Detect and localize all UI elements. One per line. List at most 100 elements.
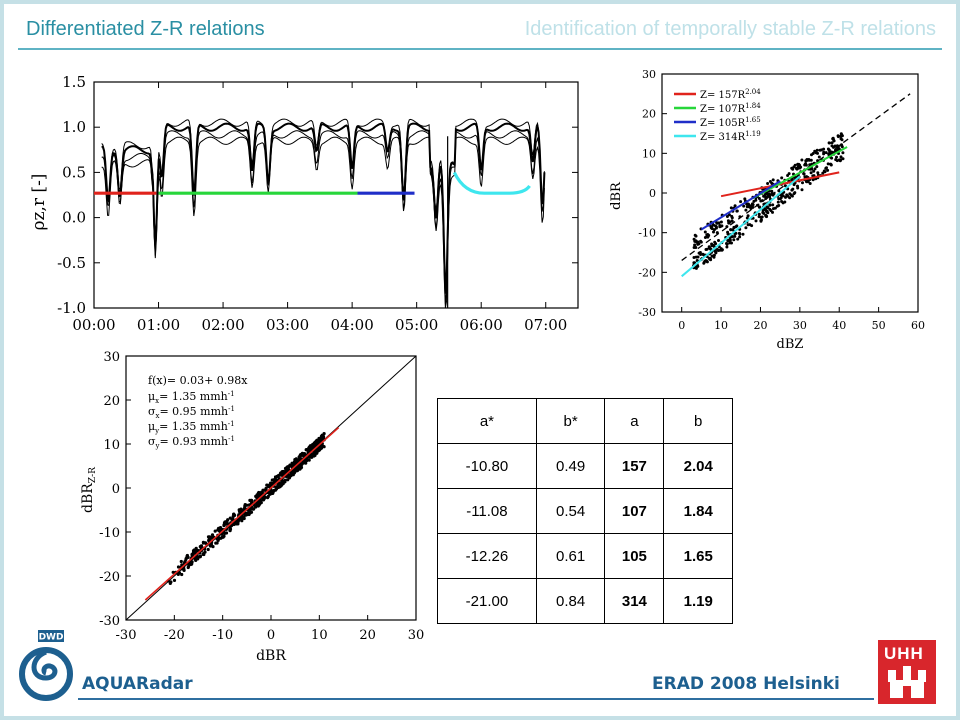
fit-scatter-point (263, 495, 267, 499)
zr-scatter-point (694, 234, 698, 238)
fit-xtick-label: 10 (311, 628, 328, 643)
zr-scatter-point (733, 204, 737, 208)
table-cell: 0.49 (535, 443, 606, 489)
fit-scatter-point (254, 505, 258, 509)
zr-scatter-point (725, 245, 729, 249)
zr-scatter-point (738, 235, 742, 239)
frame-top (0, 0, 960, 4)
zr-scatter-point (788, 196, 792, 200)
fit-annotation: μy= 1.35 mmh-1 (148, 420, 235, 435)
ts-ytick-label: -0.5 (57, 254, 86, 272)
fit-scatter-point (275, 474, 279, 478)
fit-scatter-point (244, 511, 248, 515)
zr-scatter-point (838, 159, 842, 163)
header-title-right: Identification of temporally stable Z-R … (524, 18, 936, 40)
zr-scatter-point (770, 189, 774, 193)
ts-ytick-label: 1.0 (62, 118, 86, 136)
zr-scatter-point (699, 240, 703, 244)
timeseries-ylabel: ρz,r [-] (30, 174, 49, 231)
fit-scatter-chart: 30 20 10 0 -10 -20 -30 -30 -20 -10 0 10 20 30 f(x)= … (80, 350, 424, 664)
zr-scatter-point (696, 264, 700, 268)
zr-scatter-point (793, 163, 797, 167)
zr-scatter-point (760, 215, 764, 219)
zr-scatter-point (829, 162, 833, 166)
zr-scatter-point (780, 176, 784, 180)
zr-scatter-point (711, 243, 715, 247)
fit-scatter-point (198, 545, 202, 549)
footer-rule (78, 698, 874, 700)
zr-xtick-label: 50 (872, 319, 886, 332)
zr-scatter-point (835, 159, 839, 163)
fit-xtick-label: 20 (359, 628, 376, 643)
zr-scatter-point (699, 253, 703, 256)
zr-scatter-point (709, 258, 713, 262)
zr-scatter-point (826, 147, 830, 151)
zr-scatter-point (826, 162, 830, 166)
timeseries-chart: 1.5 1.0 0.5 0.0 -0.5 -1.0 00:00 01:00 02:00 03:0… (29, 73, 579, 334)
zr-ytick-label: 0 (649, 187, 656, 200)
fit-scatter-point (206, 547, 210, 552)
zr-scatter-point (768, 195, 772, 199)
zr-scatter-point (744, 226, 748, 230)
uhh-castle-icon (888, 666, 926, 698)
fit-scatter-point (264, 488, 268, 492)
fit-ytick-label: 30 (103, 350, 120, 365)
fit-scatter-panel: 30 20 10 0 -10 -20 -30 -30 -20 -10 0 10 20 30 f(x)= … (78, 350, 428, 668)
timeseries-chart-panel: 1.5 1.0 0.5 0.0 -0.5 -1.0 00:00 01:00 02:00 03:0… (29, 62, 600, 342)
zr-scatter-point (781, 201, 785, 205)
zr-scatter-point (787, 172, 791, 176)
zr-scatter-point (769, 209, 773, 213)
zr-scatter-point (705, 247, 709, 251)
zr-ytick-label: -20 (638, 266, 656, 279)
zr-scatter-point (801, 181, 804, 185)
zr-scatter-point (802, 172, 806, 176)
zr-scatter-point (735, 224, 739, 228)
fit-scatter-point (297, 456, 302, 460)
zr-scatter-point (785, 193, 789, 197)
zr-scatter-point (821, 171, 825, 175)
dwd-logo-swirl (31, 649, 58, 681)
zr-scatter-point (832, 145, 835, 149)
fit-scatter-point (315, 438, 319, 442)
zr-legend-label: Z= 107R1.84 (700, 102, 761, 115)
zr-scatter-point (714, 251, 718, 255)
fit-scatter-point (302, 452, 306, 456)
dwd-logo: DWD (19, 630, 73, 701)
zr-scatter-point (839, 134, 843, 138)
zr-scatter-point (725, 215, 729, 218)
fit-scatter-point (290, 461, 294, 465)
fit-annotation: μx= 1.35 mmh-1 (148, 390, 235, 405)
table-cell: 314 (604, 578, 665, 624)
table-cell: -21.00 (437, 578, 537, 624)
zr-scatter-point (823, 170, 827, 174)
fit-scatter-point (301, 460, 305, 464)
zr-scatter-point (730, 216, 734, 220)
zr-scatter-point (732, 238, 736, 242)
fit-scatter-point (274, 485, 279, 489)
zr-fit-blue (700, 180, 781, 231)
zr-scatter-point (796, 166, 800, 170)
footer-right: ERAD 2008 Helsinki (652, 674, 840, 694)
fit-scatter-point (280, 480, 284, 485)
table-header-row: a* b* a b (437, 398, 733, 444)
ts-ytick-label: -1.0 (57, 299, 86, 317)
zr-scatter-point (692, 237, 696, 241)
zr-scatter-point (809, 171, 813, 175)
fit-scatter-point (278, 485, 282, 489)
table-cell: 0.61 (535, 533, 606, 579)
zr-scatter-point (791, 167, 795, 171)
table-cell: 105 (604, 533, 665, 579)
zr-scatter-point (693, 243, 697, 247)
zr-scatter-point (754, 219, 758, 223)
zr-scatter-point (781, 194, 785, 198)
zr-scatter-point (796, 162, 800, 166)
table-cell: 1.19 (663, 578, 733, 624)
zr-scatter-point (813, 167, 817, 171)
zr-scatter-point (831, 136, 835, 140)
zr-scatter-point (765, 214, 769, 218)
table-cell: 1.65 (663, 533, 733, 579)
fit-scatter-point (259, 490, 264, 494)
zr-fit-cyan (681, 175, 801, 278)
zr-scatter-point (777, 204, 781, 207)
zr-legend-label: Z= 105R1.65 (700, 116, 761, 129)
